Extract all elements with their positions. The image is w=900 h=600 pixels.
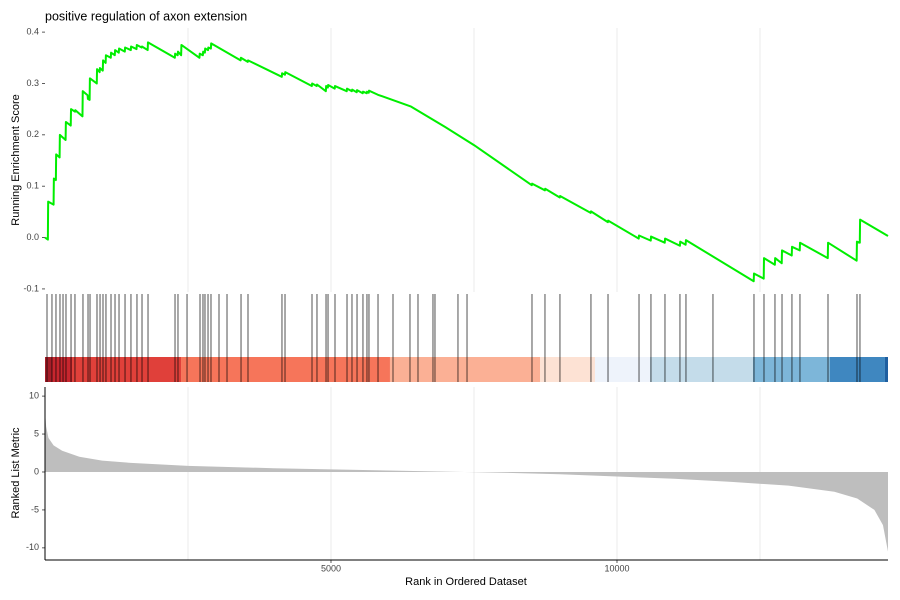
- rank-band: [753, 357, 831, 382]
- rank-band: [594, 357, 650, 382]
- y-tick-label: 0.0: [26, 232, 39, 242]
- y-tick-label: 5: [34, 428, 39, 438]
- y-tick-label: 0.3: [26, 78, 39, 88]
- y-axis-title: Running Enrichment Score: [10, 94, 22, 225]
- y-tick-label: -0.1: [23, 283, 39, 293]
- y-tick-label: 0: [34, 466, 39, 476]
- rank-band: [181, 357, 390, 382]
- y-tick-label: -5: [31, 504, 39, 514]
- rank-band: [649, 357, 754, 382]
- chart-title: positive regulation of axon extension: [45, 9, 247, 23]
- y-tick-label: 0.2: [26, 129, 39, 139]
- rank-band: [389, 357, 541, 382]
- y-axis-title: Ranked List Metric: [10, 427, 22, 519]
- enrichment-line: [44, 41, 889, 283]
- rank-band: [540, 357, 595, 382]
- metric-area: [45, 411, 888, 552]
- rank-band: [884, 357, 888, 382]
- x-tick-label: 5000: [321, 563, 341, 573]
- y-tick-label: -10: [26, 542, 39, 552]
- x-axis-title: Rank in Ordered Dataset: [405, 576, 527, 588]
- y-tick-label: 0.1: [26, 181, 39, 191]
- x-tick-label: 10000: [604, 563, 629, 573]
- rank-band: [45, 357, 52, 382]
- y-tick-label: 10: [29, 390, 39, 400]
- rank-band: [51, 357, 72, 382]
- rank-band: [830, 357, 885, 382]
- y-tick-label: 0.4: [26, 26, 39, 36]
